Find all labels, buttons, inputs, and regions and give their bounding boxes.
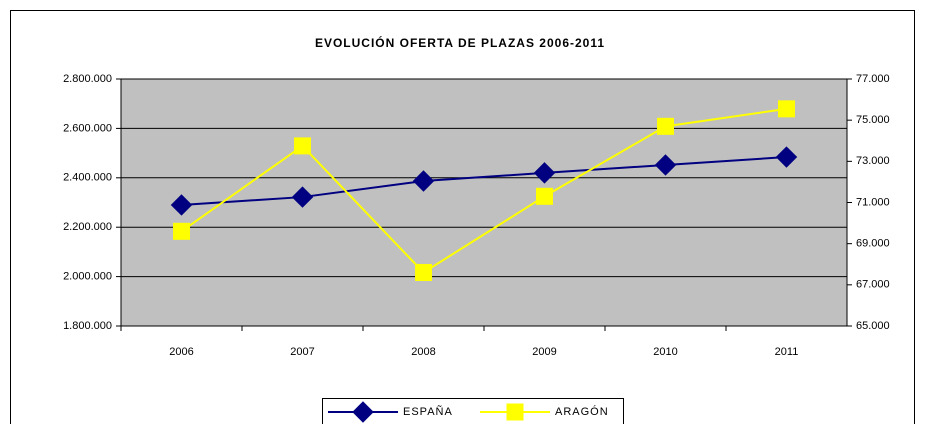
series-line [180, 107, 787, 274]
series-marker [170, 194, 193, 216]
legend-marker [506, 403, 524, 421]
y2-tick-label: 69.000 [856, 238, 890, 250]
series-marker [294, 137, 311, 155]
y2-tick-label: 71.000 [856, 196, 890, 208]
legend-marker [352, 401, 374, 423]
series-marker [533, 162, 556, 184]
plot-area [120, 78, 848, 327]
series-marker [778, 100, 795, 118]
legend-label: ARAGÓN [555, 405, 609, 418]
y-tick-label: 2.400.000 [63, 172, 112, 184]
x-tick-label: 2010 [653, 346, 677, 358]
series-marker [415, 263, 432, 281]
y-tick-label: 1.800.000 [63, 320, 112, 332]
series-marker [291, 186, 314, 208]
y-tick-label: 2.800.000 [63, 73, 112, 85]
series-marker [173, 222, 190, 240]
series-marker [775, 146, 798, 168]
y2-tick-label: 65.000 [856, 320, 890, 332]
series-marker [654, 154, 677, 176]
y2-tick-label: 67.000 [856, 279, 890, 291]
x-tick-label: 2009 [532, 346, 556, 358]
series-marker [536, 187, 553, 205]
y2-tick-label: 77.000 [856, 73, 890, 85]
y-tick-label: 2.000.000 [63, 271, 112, 283]
series-marker [657, 117, 674, 135]
series-marker [412, 170, 435, 192]
y-tick-label: 2.200.000 [63, 221, 112, 233]
x-tick-label: 2011 [775, 346, 799, 358]
legend-label: ESPAÑA [403, 405, 453, 418]
y-tick-label: 2.600.000 [63, 122, 112, 134]
series-line [181, 156, 787, 206]
y2-tick-label: 75.000 [856, 114, 890, 126]
x-tick-label: 2006 [169, 346, 193, 358]
x-tick-label: 2007 [290, 346, 314, 358]
y2-tick-label: 73.000 [856, 155, 890, 167]
chart-title: EVOLUCIÓN OFERTA DE PLAZAS 2006-2011 [315, 35, 605, 50]
x-tick-label: 2008 [411, 346, 435, 358]
